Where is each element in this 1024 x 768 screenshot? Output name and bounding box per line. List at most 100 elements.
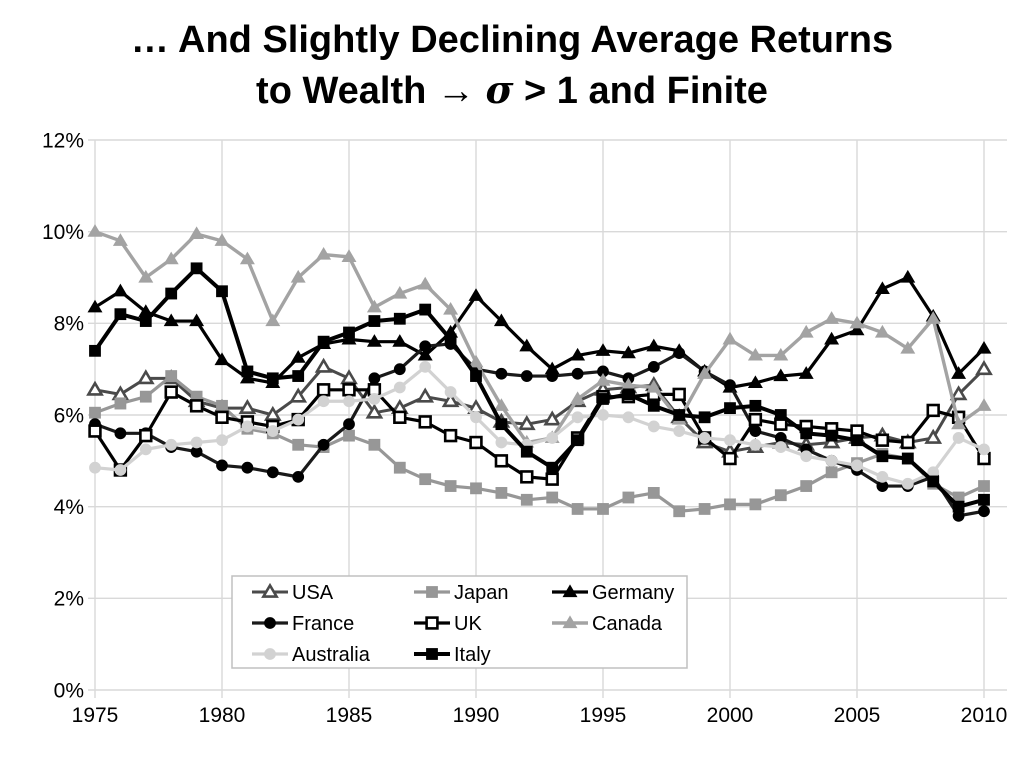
filled-square-marker (546, 491, 559, 504)
open-triangle-marker (263, 405, 282, 421)
filled-triangle-marker (87, 299, 103, 313)
circle-marker (495, 436, 508, 449)
circle-marker (444, 386, 457, 398)
filled-square-marker (165, 287, 178, 300)
filled-triangle-marker (138, 269, 154, 283)
legend-item-france: France (252, 613, 354, 635)
y-axis-tick-label: 8% (54, 313, 84, 336)
legend-item-australia: Australia (252, 644, 371, 666)
filled-triangle-marker (849, 315, 865, 329)
filled-square-marker (622, 491, 635, 504)
circle-marker (190, 436, 203, 449)
circle-marker (546, 370, 559, 382)
filled-square-marker (647, 487, 660, 499)
filled-square-marker (114, 308, 127, 321)
filled-triangle-marker (112, 283, 128, 297)
filled-triangle-marker (900, 340, 916, 354)
filled-square-marker (520, 493, 533, 506)
filled-triangle-marker (747, 347, 763, 361)
filled-square-marker (520, 445, 533, 458)
legend-label: Italy (454, 644, 491, 666)
circle-marker (774, 441, 787, 453)
filled-triangle-marker (646, 338, 662, 352)
filled-square-marker (139, 390, 152, 403)
filled-triangle-marker (824, 311, 840, 324)
circle-marker (393, 363, 406, 376)
filled-square-marker (673, 505, 686, 518)
filled-square-marker (89, 344, 101, 357)
arrow-glyph: → (436, 70, 475, 113)
filled-triangle-marker (112, 233, 128, 246)
filled-square-marker (571, 503, 584, 515)
filled-square-marker (114, 397, 127, 410)
open-square-marker (418, 415, 432, 429)
filled-square-marker (165, 370, 178, 382)
circle-marker (368, 393, 381, 405)
filled-square-marker (317, 335, 330, 348)
filled-square-marker (393, 312, 406, 325)
filled-triangle-marker (519, 338, 535, 352)
circle-marker (571, 367, 584, 380)
filled-triangle-marker (163, 251, 179, 265)
filled-triangle-marker (976, 340, 992, 354)
filled-triangle-marker (722, 331, 738, 345)
filled-square-marker (419, 303, 432, 316)
y-axis-tick-label: 0% (54, 679, 84, 702)
open-square-marker (88, 424, 102, 438)
x-axis-tick-label: 2005 (834, 704, 881, 727)
open-square-marker (520, 470, 534, 484)
circle-marker (241, 420, 254, 433)
x-axis-tick-label: 1995 (580, 704, 627, 727)
filled-triangle-marker (392, 334, 408, 347)
filled-square-marker (139, 315, 152, 327)
circle-marker (622, 411, 635, 424)
circle-marker (266, 466, 279, 479)
circle-marker (317, 395, 330, 408)
circle-marker (264, 617, 276, 629)
legend: USA Japan Germany France UK Canada Australia It… (231, 575, 688, 669)
open-square-marker (494, 454, 509, 468)
legend-label: UK (454, 613, 482, 635)
filled-square-marker (724, 402, 736, 415)
filled-triangle-marker (773, 368, 789, 382)
filled-triangle-marker (570, 391, 586, 405)
circle-marker (266, 425, 279, 437)
circle-marker (876, 470, 889, 483)
filled-square-marker (825, 429, 838, 442)
filled-triangle-marker (874, 281, 890, 295)
filled-square-marker (470, 370, 482, 382)
open-triangle-marker (86, 380, 104, 396)
circle-marker (520, 370, 533, 382)
filled-square-marker (825, 466, 838, 479)
open-triangle-marker (543, 410, 562, 426)
filled-square-marker (749, 498, 762, 511)
circle-marker (698, 432, 711, 444)
filled-square-marker (292, 438, 305, 451)
filled-square-marker (216, 285, 228, 298)
open-square-marker (393, 410, 407, 424)
filled-square-marker (647, 399, 660, 412)
legend-label: Germany (592, 582, 674, 604)
filled-triangle-marker (341, 249, 357, 262)
filled-triangle-marker (620, 345, 636, 359)
circle-marker (317, 438, 330, 451)
filled-square-marker (774, 489, 787, 502)
filled-square-marker (368, 438, 381, 451)
filled-triangle-marker (290, 269, 306, 283)
open-triangle-marker (136, 369, 155, 385)
filled-triangle-marker (773, 347, 789, 361)
filled-square-marker (495, 487, 508, 499)
open-square-marker (425, 616, 439, 630)
filled-triangle-marker (595, 373, 611, 386)
filled-square-marker (952, 500, 965, 513)
filled-triangle-marker (366, 334, 382, 347)
filled-triangle-marker (900, 269, 916, 283)
filled-triangle-marker (849, 322, 865, 336)
open-triangle-marker (340, 369, 358, 385)
series-line-germany (93, 275, 986, 390)
filled-triangle-marker (366, 299, 382, 313)
filled-triangle-marker (747, 375, 763, 389)
series-line-italy (93, 266, 986, 509)
